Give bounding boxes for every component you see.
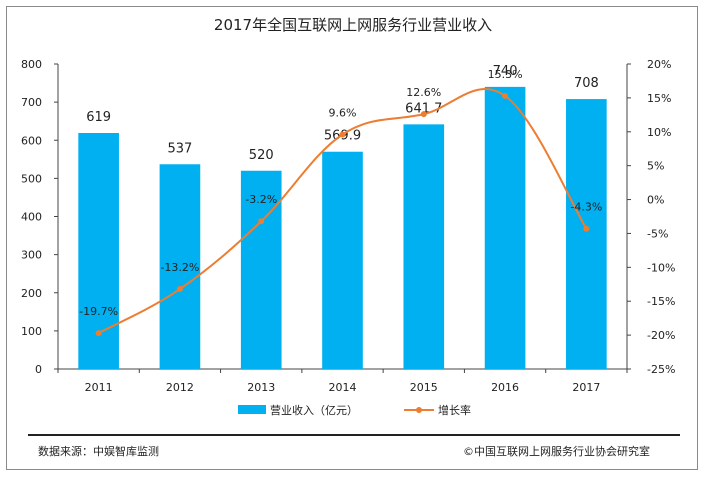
y-right-tick-label: 5% <box>647 160 664 173</box>
growth-rate-point <box>95 330 102 337</box>
legend-revenue-label: 营业收入（亿元） <box>270 403 358 417</box>
growth-rate-data-label: -4.3% <box>570 201 602 214</box>
revenue-data-label: 740 <box>493 64 518 79</box>
growth-rate-point <box>583 225 590 232</box>
growth-rate-point <box>258 218 265 225</box>
legend-revenue-swatch <box>238 405 266 414</box>
x-tick-label: 2017 <box>572 381 600 394</box>
growth-rate-point <box>339 131 346 138</box>
revenue-bar <box>78 133 119 369</box>
y-right-tick-label: 20% <box>647 58 671 71</box>
y-left-tick-label: 700 <box>21 96 42 109</box>
x-tick-label: 2015 <box>410 381 438 394</box>
growth-rate-point <box>502 92 509 99</box>
y-right-tick-label: -20% <box>647 329 675 342</box>
growth-rate-data-label: -13.2% <box>160 261 199 274</box>
y-right-tick-label: 0% <box>647 194 664 207</box>
revenue-bar <box>403 124 445 370</box>
x-tick-label: 2014 <box>329 381 357 394</box>
growth-rate-point <box>176 286 183 293</box>
revenue-bar <box>322 151 363 369</box>
y-left-tick-label: 200 <box>21 287 42 300</box>
growth-rate-data-label: 9.6% <box>329 106 357 119</box>
y-left-tick-label: 300 <box>21 249 42 262</box>
y-left-tick-label: 600 <box>21 134 42 147</box>
growth-rate-data-label: 12.6% <box>406 86 441 99</box>
revenue-data-label: 520 <box>249 148 274 163</box>
y-left-tick-label: 100 <box>21 325 42 338</box>
revenue-bar <box>240 170 282 369</box>
x-tick-label: 2013 <box>247 381 275 394</box>
revenue-data-label: 537 <box>168 141 193 156</box>
y-right-tick-label: -15% <box>647 295 675 308</box>
legend-growth-marker <box>416 407 422 413</box>
revenue-data-label: 708 <box>574 76 599 91</box>
y-left-tick-label: 800 <box>21 58 42 71</box>
chart-title: 2017年全国互联网上网服务行业营业收入 <box>213 16 493 34</box>
y-right-tick-label: -5% <box>647 227 668 240</box>
y-right-tick-label: -25% <box>647 363 675 376</box>
x-tick-label: 2016 <box>491 381 519 394</box>
copyright-note: ©中国互联网上网服务行业协会研究室 <box>463 445 650 458</box>
revenue-bar <box>159 164 201 369</box>
data-source-note: 数据来源：中娱智库监测 <box>38 445 159 458</box>
footer-divider <box>28 434 680 436</box>
y-right-tick-label: -10% <box>647 261 675 274</box>
y-right-tick-label: 10% <box>647 126 671 139</box>
growth-rate-data-label: -19.7% <box>79 305 118 318</box>
revenue-bar <box>566 99 607 369</box>
growth-rate-data-label: -3.2% <box>245 193 277 206</box>
revenue-data-label: 619 <box>86 110 111 125</box>
y-left-tick-label: 0 <box>35 363 42 376</box>
y-right-tick-label: 15% <box>647 92 671 105</box>
y-left-tick-label: 500 <box>21 172 42 185</box>
x-tick-label: 2011 <box>85 381 113 394</box>
growth-rate-data-label: 15.3% <box>488 68 523 81</box>
legend-growth-label: 增长率 <box>438 403 471 417</box>
y-left-tick-label: 400 <box>21 211 42 224</box>
x-tick-label: 2012 <box>166 381 194 394</box>
revenue-bar <box>484 86 526 369</box>
revenue-data-label: 641.7 <box>405 101 442 116</box>
growth-rate-point <box>420 111 427 118</box>
